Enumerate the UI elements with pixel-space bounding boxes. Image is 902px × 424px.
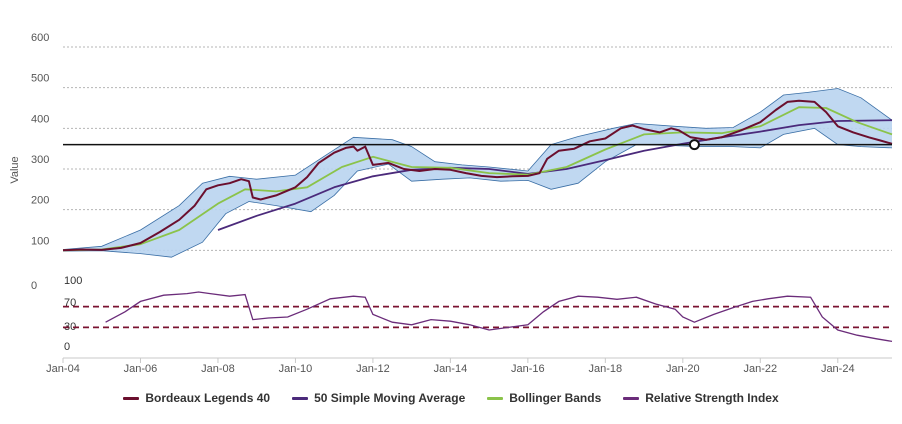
bollinger-band-area bbox=[63, 88, 892, 258]
x-tick-label: Jan-22 bbox=[743, 363, 777, 375]
x-tick-label: Jan-06 bbox=[124, 363, 158, 375]
rsi-level-label: 30 bbox=[64, 321, 76, 333]
x-tick-label: Jan-24 bbox=[821, 363, 855, 375]
series-line-relative-strength-index bbox=[105, 291, 893, 343]
legend-swatch bbox=[123, 396, 140, 400]
rsi-level-label: 0 bbox=[64, 341, 70, 353]
y-tick-label: 100 bbox=[31, 235, 49, 247]
legend-swatch bbox=[623, 396, 640, 400]
chart-legend: Bordeaux Legends 40 50 Simple Moving Aver… bbox=[0, 388, 902, 408]
series-line-bollinger-bands bbox=[62, 106, 893, 252]
x-tick-label: Jan-10 bbox=[279, 363, 313, 375]
legend-item[interactable]: Bordeaux Legends 40 bbox=[123, 391, 270, 405]
legend-label: Bollinger Bands bbox=[509, 391, 602, 405]
x-tick-label: Jan-08 bbox=[201, 363, 235, 375]
series-line-bordeaux-legends-40 bbox=[62, 99, 893, 252]
x-tick-label: Jan-12 bbox=[356, 363, 390, 375]
legend-swatch bbox=[487, 396, 504, 400]
bollinger-upper-band bbox=[62, 88, 893, 250]
x-tick-label: Jan-18 bbox=[589, 363, 623, 375]
bollinger-lower-band bbox=[62, 127, 893, 258]
reference-marker[interactable] bbox=[688, 139, 700, 151]
x-tick-label: Jan-04 bbox=[46, 363, 80, 375]
y-tick-label: 200 bbox=[31, 195, 49, 207]
legend-item[interactable]: Relative Strength Index bbox=[623, 391, 779, 405]
y-tick-label: 400 bbox=[31, 113, 49, 125]
legend-swatch bbox=[292, 396, 309, 400]
y-tick-label: 300 bbox=[31, 154, 49, 166]
y-tick-label: 600 bbox=[31, 32, 49, 44]
legend-item[interactable]: 50 Simple Moving Average bbox=[292, 391, 465, 405]
x-tick-label: Jan-14 bbox=[434, 363, 468, 375]
rsi-level-label: 100 bbox=[64, 275, 82, 287]
x-tick-label: Jan-20 bbox=[666, 363, 700, 375]
legend-label: Bordeaux Legends 40 bbox=[145, 391, 271, 405]
x-tick-label: Jan-16 bbox=[511, 363, 545, 375]
legend-label: Relative Strength Index bbox=[645, 391, 779, 405]
y-axis-label: Value bbox=[9, 156, 21, 183]
legend-label: 50 Simple Moving Average bbox=[314, 391, 466, 405]
y-tick-label: 0 bbox=[31, 280, 37, 292]
y-tick-label: 500 bbox=[31, 73, 49, 85]
legend-item[interactable]: Bollinger Bands bbox=[487, 391, 601, 405]
